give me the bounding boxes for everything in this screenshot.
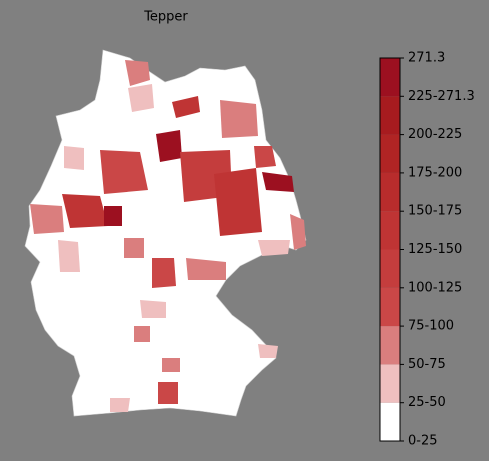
district xyxy=(220,100,258,138)
district xyxy=(140,300,166,318)
colorbar-label: 50-75 xyxy=(408,357,446,372)
district xyxy=(162,358,180,372)
colorbar-segment xyxy=(380,402,400,441)
country-outline xyxy=(24,49,307,417)
colorbar-label: 225-271.3 xyxy=(408,89,475,104)
colorbar-segment xyxy=(380,249,400,288)
district xyxy=(134,326,150,342)
district xyxy=(30,204,64,234)
district xyxy=(258,344,278,358)
colorbar-segment xyxy=(380,326,400,365)
district xyxy=(258,240,290,256)
colorbar-label: 271.3 xyxy=(408,51,445,66)
district xyxy=(58,240,80,272)
district xyxy=(64,146,84,170)
district xyxy=(214,168,262,236)
colorbar-segment xyxy=(380,364,400,403)
colorbar-segment xyxy=(380,134,400,173)
colorbar-label: 100-125 xyxy=(408,280,462,295)
colorbar: 0-25 25-50 50-75 75-100 100-125 125-150 150-17… xyxy=(379,51,475,449)
colorbar-label: 150-175 xyxy=(408,204,462,219)
colorbar-label: 125-150 xyxy=(408,242,462,257)
district xyxy=(186,258,226,280)
district xyxy=(254,146,276,168)
district xyxy=(156,130,182,162)
colorbar-segment xyxy=(380,58,400,97)
district xyxy=(172,96,200,118)
colorbar-label: 200-225 xyxy=(408,127,462,142)
colorbar-segment xyxy=(380,172,400,212)
colorbar-segment xyxy=(380,287,400,327)
district xyxy=(104,206,122,226)
district xyxy=(124,238,144,258)
district xyxy=(125,60,150,86)
colorbar-label: 175-200 xyxy=(408,165,462,180)
colorbar-segment xyxy=(380,96,400,135)
colorbar-label: 75-100 xyxy=(408,319,454,334)
district-shading xyxy=(30,60,306,412)
map-title: Tepper xyxy=(143,10,188,25)
colorbar-label: 0-25 xyxy=(408,434,438,449)
district xyxy=(262,172,294,192)
district xyxy=(110,398,130,412)
germany-map xyxy=(24,49,307,417)
district xyxy=(100,150,148,194)
district xyxy=(128,84,154,112)
colorbar-segment xyxy=(380,211,400,250)
district xyxy=(152,258,176,288)
district xyxy=(158,382,178,404)
colorbar-label: 25-50 xyxy=(408,395,446,410)
district xyxy=(62,194,108,228)
district xyxy=(290,214,306,250)
